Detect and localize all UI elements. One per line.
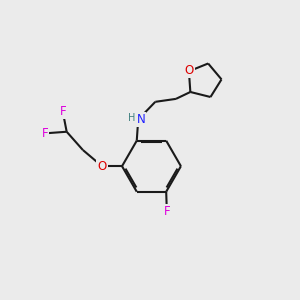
Text: O: O: [98, 160, 106, 173]
Text: F: F: [60, 105, 67, 118]
Text: O: O: [185, 64, 194, 76]
Text: F: F: [42, 127, 49, 140]
Text: F: F: [164, 205, 170, 218]
Text: H: H: [128, 113, 135, 123]
Text: N: N: [137, 113, 146, 126]
